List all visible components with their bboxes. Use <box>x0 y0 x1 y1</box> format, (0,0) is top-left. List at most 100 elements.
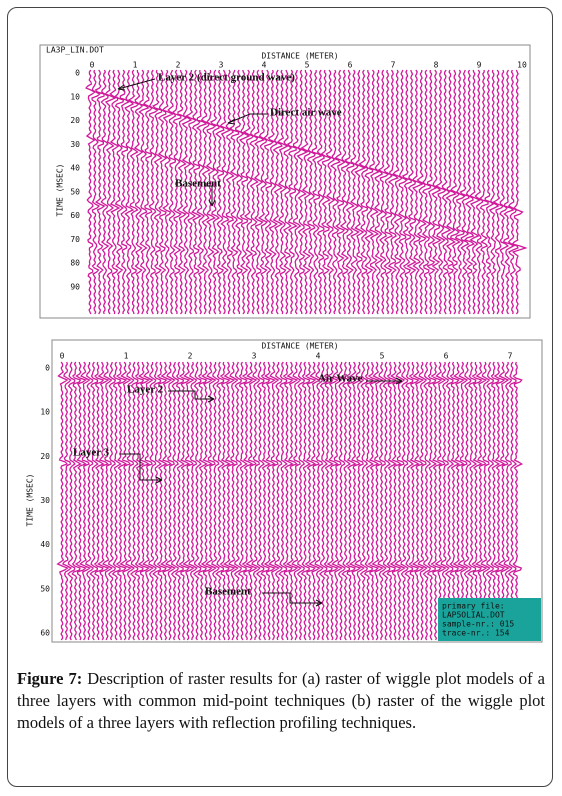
trace <box>503 361 513 641</box>
trace <box>152 69 163 315</box>
trace <box>457 361 469 641</box>
y-tick-label: 50 <box>40 584 50 593</box>
trace <box>229 69 240 315</box>
trace <box>115 362 128 641</box>
figure: LA3P_LIN.DOT DISTANCE (METER) TIME (MSEC… <box>26 44 543 643</box>
x-tick-label: 3 <box>219 61 224 70</box>
trace <box>205 69 217 315</box>
trace <box>238 69 251 315</box>
x-tick-label: 2 <box>188 352 193 361</box>
trace <box>241 361 254 641</box>
trace <box>188 361 198 641</box>
info-text: LAP5OLIAL.DOT <box>442 611 505 620</box>
x-tick-label: 1 <box>133 61 138 70</box>
trace <box>358 69 369 315</box>
trace <box>411 361 425 641</box>
trace <box>172 69 182 315</box>
trace <box>493 361 506 641</box>
trace <box>142 361 155 641</box>
trace <box>262 69 275 315</box>
trace <box>225 69 235 315</box>
trace <box>181 69 193 315</box>
trace <box>263 361 276 641</box>
trace <box>133 69 144 315</box>
trace <box>200 69 211 315</box>
trace <box>311 69 323 315</box>
x-tick-label: 0 <box>60 352 65 361</box>
trace <box>397 69 408 315</box>
trace <box>185 69 198 315</box>
trace <box>326 361 339 641</box>
trace <box>292 69 302 315</box>
x-tick-label: 6 <box>348 61 353 70</box>
trace <box>178 361 191 641</box>
trace <box>480 361 491 641</box>
trace <box>485 361 495 641</box>
trace <box>276 69 289 315</box>
trace <box>165 361 177 641</box>
trace <box>511 69 528 315</box>
trace <box>406 69 417 315</box>
trace <box>215 69 225 315</box>
trace <box>507 69 519 315</box>
trace <box>222 361 236 641</box>
annotation: Layer 2 <box>127 384 164 396</box>
trace <box>434 69 448 315</box>
caption-label: Figure 7: <box>17 669 83 688</box>
trace <box>474 69 484 315</box>
x-tick-label: 7 <box>508 352 513 361</box>
trace <box>109 69 121 315</box>
y-tick-label: 40 <box>70 164 80 173</box>
trace <box>454 69 466 315</box>
trace <box>96 361 110 641</box>
trace <box>176 69 188 315</box>
trace <box>253 69 265 315</box>
trace <box>79 361 92 641</box>
trace <box>104 69 117 315</box>
trace <box>488 69 500 315</box>
trace <box>260 361 271 641</box>
trace <box>463 361 472 641</box>
x-tick-label: 1 <box>124 352 129 361</box>
trace <box>148 69 159 315</box>
y-axis-label: TIME (MSEC) <box>56 164 65 217</box>
trace <box>111 361 122 641</box>
trace <box>205 361 217 641</box>
trace <box>331 361 343 641</box>
y-tick-label: 90 <box>70 283 80 292</box>
trace <box>452 361 465 641</box>
caption-text: Description of raster results for (a) ra… <box>17 669 546 732</box>
trace <box>314 361 324 641</box>
trace <box>386 361 398 641</box>
trace <box>334 69 347 315</box>
caption: Figure 7: Description of raster results … <box>17 668 545 734</box>
trace <box>161 69 175 315</box>
y-tick-label: 60 <box>70 211 80 220</box>
trace <box>426 69 438 315</box>
panel-a-header: LA3P_LIN.DOT <box>46 46 104 55</box>
x-axis-label: DISTANCE (METER) <box>261 342 338 351</box>
x-tick-label: 5 <box>305 61 310 70</box>
y-tick-label: 30 <box>40 496 50 505</box>
trace <box>389 361 402 641</box>
trace <box>258 69 269 315</box>
trace <box>245 361 258 641</box>
trace <box>404 361 415 641</box>
trace <box>74 361 88 641</box>
trace <box>152 361 162 641</box>
trace <box>392 69 404 315</box>
trace <box>119 69 130 315</box>
trace <box>215 361 225 641</box>
x-axis-label: DISTANCE (METER) <box>261 52 338 61</box>
trace <box>170 361 180 641</box>
info-text: trace-nr.: 154 <box>442 629 510 638</box>
trace <box>489 361 501 641</box>
trace <box>235 69 245 315</box>
trace <box>249 69 259 315</box>
trace <box>383 69 394 315</box>
trace <box>71 361 82 641</box>
trace <box>182 361 195 641</box>
trace <box>507 361 518 641</box>
trace <box>400 361 409 641</box>
